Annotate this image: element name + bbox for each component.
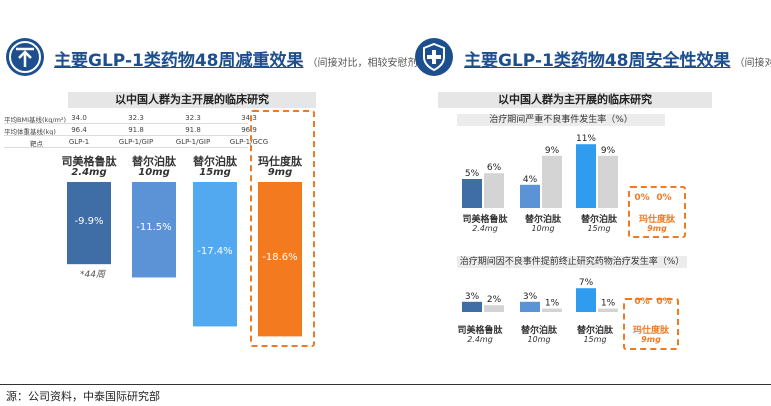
discontinuation-chart: 3% 2% 3% 1% 7% 1% 0% 0%	[462, 278, 672, 312]
drug-name: 玛仕度肽	[638, 215, 675, 225]
data-label: -18.6%	[262, 252, 297, 263]
right-title-text: 主要GLP-1类药物48周安全性效果	[464, 51, 731, 71]
table-cell: 96.9	[241, 126, 257, 134]
table-row-label: 平均体重基线(kg)	[4, 128, 56, 136]
drug-name: 替尔泊肽	[576, 326, 613, 336]
drug-dose: 10mg	[531, 224, 555, 233]
data-label: 4%	[523, 175, 538, 185]
data-label: 3%	[523, 292, 538, 302]
bar	[520, 184, 540, 208]
table-divider	[4, 135, 248, 136]
bar	[484, 173, 504, 208]
data-label: 11%	[576, 134, 596, 144]
data-label: -11.5%	[136, 222, 171, 233]
data-label: -9.9%	[74, 216, 103, 227]
table-row-label: 靶点	[30, 140, 43, 148]
drug-name: 替尔泊肽	[524, 215, 561, 225]
footer-divider	[0, 384, 771, 385]
shield-cross-icon	[415, 38, 453, 76]
data-label: 0%	[656, 297, 671, 307]
bar	[542, 308, 562, 312]
bar	[193, 182, 237, 327]
data-label: 0%	[656, 193, 671, 203]
bar	[542, 155, 562, 208]
table-cell: GLP-1/GIP	[118, 138, 154, 146]
data-label: 1%	[601, 299, 616, 309]
data-label: -17.4%	[197, 246, 232, 257]
bar	[462, 179, 482, 208]
drug-name: 玛仕度肽	[258, 155, 302, 168]
drug-dose: 2.4mg	[472, 224, 498, 233]
drug-dose: 15mg	[587, 224, 611, 233]
drug-dose: 10mg	[138, 167, 170, 178]
bar	[598, 308, 618, 312]
drug-name: 司美格鲁肽	[462, 215, 508, 225]
data-label: 5%	[465, 169, 480, 179]
bar	[258, 182, 302, 337]
table-cell: 34.0	[71, 114, 87, 122]
bar	[132, 182, 176, 278]
bar	[598, 155, 618, 208]
drug-dose: 15mg	[583, 335, 607, 344]
drug-dose: 9mg	[641, 335, 661, 344]
weight-loss-chart: -9.9% -11.5% -17.4% -18.6%	[67, 182, 302, 337]
highlight-box	[623, 298, 679, 350]
serious-ae-chart: 5% 6% 4% 9% 11% 9% 0% 0%	[462, 134, 672, 208]
bar	[67, 182, 111, 265]
drug-name: 替尔泊肽	[193, 155, 237, 168]
drug-dose: 2.4mg	[467, 335, 493, 344]
footnote: *44周	[80, 270, 105, 280]
left-title-note: （间接对比，相较安慰剂）	[307, 58, 428, 69]
bar	[576, 288, 596, 312]
highlight-box	[628, 186, 686, 238]
drug-name: 司美格鲁肽	[61, 155, 117, 168]
table-cell: GLP-1/GCG	[229, 138, 269, 146]
data-label: 0%	[634, 297, 649, 307]
table-row-label: 平均BMI基线(kg/m²)	[4, 116, 67, 124]
left-title-text: 主要GLP-1类药物48周减重效果	[54, 51, 304, 71]
right-title-note: （间接对比）	[734, 58, 771, 69]
bar	[484, 305, 504, 312]
bar	[520, 301, 540, 312]
data-label: 9%	[601, 146, 616, 156]
right-banner: 以中国人群为主开展的临床研究	[438, 92, 712, 108]
table-cell: 91.8	[185, 126, 201, 134]
bar	[576, 144, 596, 208]
sub-banner-discontinuation: 治疗期间因不良事件提前终止研究药物治疗发生率（%）	[457, 256, 687, 268]
drug-dose: 9mg	[647, 224, 667, 233]
drug-dose: 10mg	[527, 335, 551, 344]
table-divider	[4, 123, 248, 124]
drug-name: 玛仕度肽	[632, 326, 669, 336]
right-panel-title: 主要GLP-1类药物48周安全性效果（间接对比）	[464, 46, 771, 71]
data-label: 6%	[487, 163, 502, 173]
drug-dose: 15mg	[199, 167, 231, 178]
table-cell: 96.4	[71, 126, 87, 134]
drug-dose: 9mg	[267, 167, 293, 178]
data-label: 7%	[579, 278, 594, 288]
table-cell: GLP-1/GIP	[175, 138, 211, 146]
drug-name: 替尔泊肽	[132, 155, 176, 168]
table-cell: 32.3	[185, 114, 201, 122]
data-label: 0%	[634, 193, 649, 203]
table-cell: 32.3	[128, 114, 144, 122]
left-panel-title: 主要GLP-1类药物48周减重效果 （间接对比，相较安慰剂）	[54, 46, 428, 71]
data-label: 1%	[545, 299, 560, 309]
left-banner: 以中国人群为主开展的临床研究	[68, 92, 316, 108]
sub-banner-serious-ae: 治疗期间严重不良事件发生率（%）	[457, 114, 665, 126]
table-cell: GLP-1	[68, 138, 90, 146]
drug-name: 司美格鲁肽	[457, 326, 503, 336]
weight-down-arrow-icon	[6, 38, 44, 76]
drug-name: 替尔泊肽	[580, 215, 617, 225]
drug-name: 替尔泊肽	[520, 326, 557, 336]
data-label: 3%	[465, 292, 480, 302]
source-note: 源：公司资料，中泰国际研究部	[6, 390, 160, 403]
highlight-box	[250, 110, 315, 347]
drug-dose: 2.4mg	[71, 167, 107, 178]
table-divider	[4, 147, 248, 148]
bar	[462, 301, 482, 312]
data-label: 2%	[487, 295, 502, 305]
data-label: 9%	[545, 146, 560, 156]
table-cell: 34.3	[241, 114, 257, 122]
table-cell: 91.8	[128, 126, 144, 134]
